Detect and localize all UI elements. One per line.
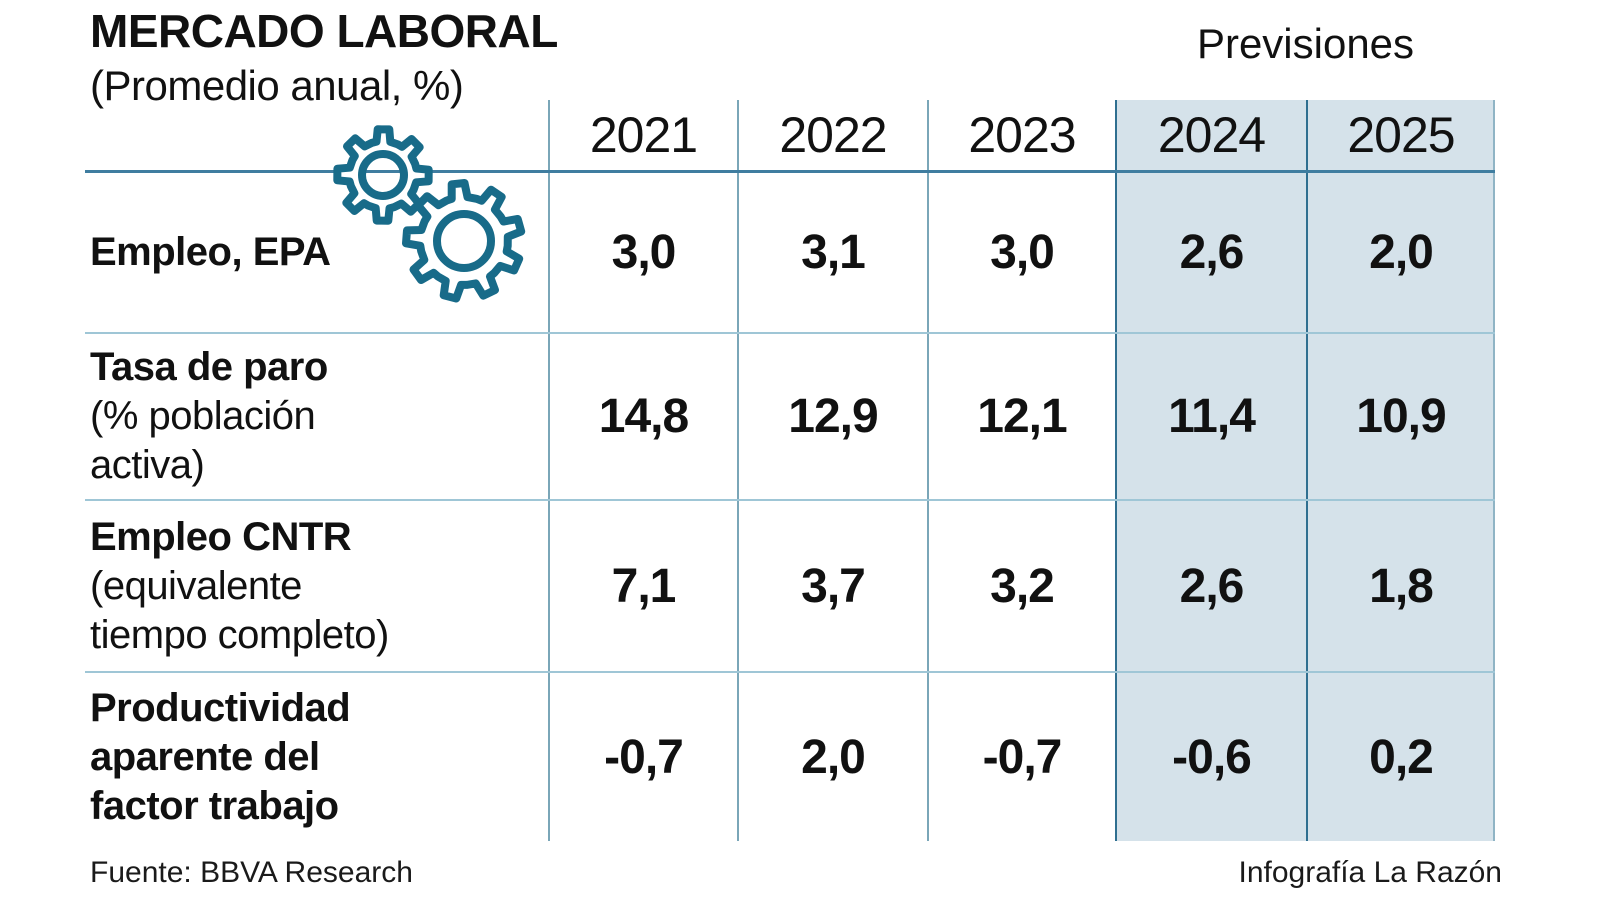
row-label-line: (equivalente (90, 563, 302, 608)
cell-tasa-paro-2022: 12,9 (788, 390, 878, 443)
grid-vline-1 (548, 100, 550, 841)
cell-tasa-paro-2025: 10,9 (1356, 390, 1446, 443)
column-header-2021: 2021 (589, 107, 698, 163)
cell-empleo-epa-2024: 2,6 (1179, 225, 1245, 279)
column-header-2025: 2025 (1347, 107, 1455, 163)
gear-icon (402, 179, 526, 303)
cell-productividad-2025: 0,2 (1369, 730, 1434, 784)
row-label-line: Empleo, EPA (90, 229, 331, 274)
cell-empleo-epa-2021: 3,0 (611, 225, 677, 279)
cell-productividad-2021: -0,7 (604, 730, 684, 784)
column-header-2024: 2024 (1157, 107, 1266, 163)
cell-tasa-paro-2021: 14,8 (598, 390, 689, 443)
row-separator-2 (85, 499, 1495, 501)
row-label-line: (% población (90, 394, 316, 438)
row-label-empleo-epa: Empleo, EPA (90, 172, 540, 332)
cell-tasa-paro-2023: 12,1 (977, 390, 1067, 443)
cell-empleo-cntr-2023: 3,2 (990, 559, 1055, 613)
cell-productividad-2022: 2,0 (801, 730, 866, 784)
row-label-line: tiempo completo) (90, 612, 389, 657)
cell-productividad-2024: -0,6 (1172, 730, 1252, 784)
cell-productividad-2023: -0,7 (982, 730, 1063, 784)
forecast-highlight-band (1116, 100, 1495, 841)
row-label-productividad: Productividad aparente del factor trabaj… (90, 673, 540, 841)
row-label-line: activa) (90, 443, 205, 487)
column-header-2022: 2022 (779, 107, 887, 163)
row-label-line: Tasa de paro (90, 345, 328, 389)
cell-empleo-epa-2022: 3,1 (801, 225, 866, 279)
gear-icon (333, 125, 433, 225)
source-credit: Fuente: BBVA Research (90, 856, 413, 889)
row-label-line: factor trabajo (90, 783, 339, 828)
cell-empleo-cntr-2024: 2,6 (1179, 559, 1245, 613)
cell-empleo-epa-2023: 3,0 (990, 225, 1055, 279)
table-header-line (85, 170, 1495, 173)
row-separator-1 (85, 332, 1495, 334)
row-separator-3 (85, 671, 1495, 673)
row-label-tasa-de-paro: Tasa de paro (% población activa) (90, 334, 540, 499)
gears-icon (333, 125, 526, 303)
cell-empleo-cntr-2021: 7,1 (611, 559, 677, 613)
column-header-2023: 2023 (968, 107, 1076, 163)
row-label-line: Empleo CNTR (90, 514, 352, 559)
page-subtitle: (Promedio anual, %) (90, 62, 464, 109)
cell-empleo-cntr-2022: 3,7 (801, 559, 866, 613)
page-title: MERCADO LABORAL (90, 5, 558, 57)
grid-vline-5 (1306, 100, 1308, 841)
row-label-empleo-cntr: Empleo CNTR (equivalente tiempo completo… (90, 501, 540, 671)
grid-vline-2 (737, 100, 739, 841)
row-label-line: aparente del (90, 734, 320, 779)
grid-vline-right-edge (1493, 100, 1495, 841)
cell-empleo-epa-2025: 2,0 (1369, 225, 1434, 279)
row-label-line: Productividad (90, 685, 351, 730)
grid-vline-4 (1115, 100, 1117, 841)
forecast-label: Previsiones (1196, 20, 1415, 67)
infographic-credit: Infografía La Razón (1238, 856, 1502, 889)
grid-vline-3 (927, 100, 929, 841)
cell-tasa-paro-2024: 11,4 (1168, 390, 1256, 443)
cell-empleo-cntr-2025: 1,8 (1369, 559, 1434, 613)
